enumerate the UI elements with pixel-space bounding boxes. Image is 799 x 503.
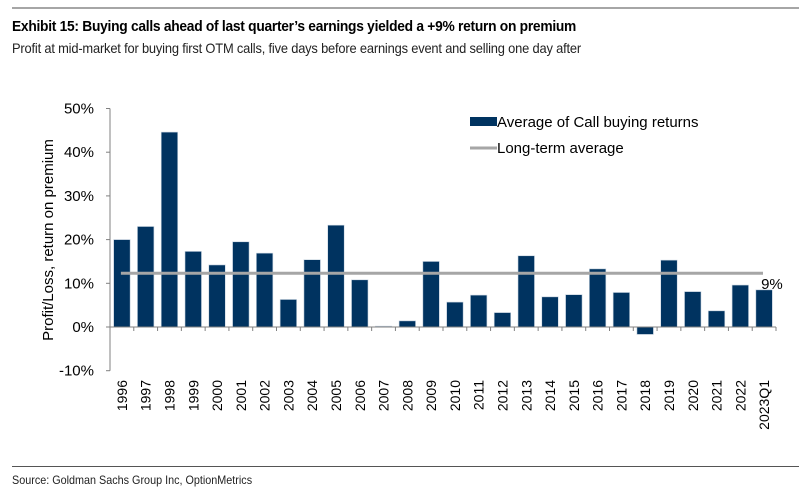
x-tick-label: 1999 xyxy=(185,380,201,411)
bar-2022 xyxy=(731,284,749,328)
bar-2005 xyxy=(327,224,345,328)
chart-title: Exhibit 15: Buying calls ahead of last q… xyxy=(12,18,577,35)
legend-swatch-bars xyxy=(470,117,497,126)
x-tick-label: 1996 xyxy=(114,380,130,411)
legend-label-average: Long-term average xyxy=(497,140,624,157)
y-tick-label: 10% xyxy=(64,275,94,292)
x-tick-label: 2011 xyxy=(471,380,487,410)
bar-2016 xyxy=(589,268,607,328)
bar-chart: -10%0%10%20%30%40%50% 9% 1996 1997 1998 199… xyxy=(40,101,783,430)
bar-2011 xyxy=(470,294,488,328)
x-tick-label: 2003 xyxy=(280,380,296,411)
x-tick-label: 2022 xyxy=(732,380,748,411)
chart-subtitle: Profit at mid-market for buying first OT… xyxy=(12,40,581,56)
y-tick-label: 40% xyxy=(64,144,94,161)
bar-2006 xyxy=(351,279,369,328)
bar-2021 xyxy=(707,310,726,328)
bar-2014 xyxy=(541,296,559,328)
bar-2013 xyxy=(517,255,535,328)
x-tick-label: 2013 xyxy=(518,380,534,411)
x-tick-label: 2014 xyxy=(542,380,558,411)
x-tick-label: 2009 xyxy=(423,380,439,411)
top-rule xyxy=(12,7,799,9)
y-tick-label: 0% xyxy=(72,319,94,336)
legend: Average of Call buying returns Long-term… xyxy=(470,114,699,157)
bar-2019 xyxy=(660,259,678,328)
y-axis-label: Profit/Loss, return on premium xyxy=(40,139,57,341)
x-tick-label: 2023Q1 xyxy=(756,380,772,430)
y-tick-label: 50% xyxy=(64,101,94,118)
x-tick-label: 2006 xyxy=(352,380,368,411)
x-tick-label: 2016 xyxy=(590,380,606,411)
bar-2002 xyxy=(256,252,274,328)
legend-label-bars: Average of Call buying returns xyxy=(497,114,699,131)
x-tick-label: 2012 xyxy=(494,380,510,411)
x-tick-label: 2017 xyxy=(613,380,629,411)
x-tick-label: 2010 xyxy=(447,380,463,411)
bar-2004 xyxy=(303,259,321,328)
long-term-average: 9% xyxy=(120,271,783,293)
y-tick-label: -10% xyxy=(59,363,94,380)
x-tick-label: 2005 xyxy=(328,380,344,411)
bar-2023Q1 xyxy=(755,289,773,328)
bars xyxy=(113,131,773,335)
x-tick-label: 2007 xyxy=(376,380,392,411)
x-tick-label: 2020 xyxy=(685,380,701,411)
bar-2003 xyxy=(279,299,297,328)
x-tick-label: 2019 xyxy=(661,380,677,411)
y-tick-label: 20% xyxy=(64,232,94,249)
bottom-rule xyxy=(12,466,799,467)
bar-2012 xyxy=(493,312,512,328)
x-tick-label: 2004 xyxy=(304,380,320,411)
x-tick-label: 2002 xyxy=(257,380,273,411)
y-axis: -10% 0% 10% 20% 30% 40% 50% xyxy=(59,101,111,380)
x-tick-label: 2021 xyxy=(709,380,725,411)
y-tick-label: 30% xyxy=(64,188,94,205)
bar-2009 xyxy=(422,261,440,328)
bar-1999 xyxy=(184,251,202,328)
source-note: Source: Goldman Sachs Group Inc, OptionM… xyxy=(12,473,253,487)
bar-2008 xyxy=(398,320,416,328)
x-tick-label: 2008 xyxy=(399,380,415,411)
x-tick-label: 2001 xyxy=(233,380,249,411)
x-tick-label: 2015 xyxy=(566,380,582,411)
annotation-label: 9% xyxy=(761,276,783,293)
bar-2001 xyxy=(232,241,250,328)
bar-2020 xyxy=(684,291,702,328)
x-axis: 1996 1997 1998 1999 2000 2001 2002 2003 2004 2005… xyxy=(106,326,777,430)
x-tick-label: 1998 xyxy=(161,380,177,411)
x-tick-label: 2018 xyxy=(637,380,653,411)
bar-1997 xyxy=(137,226,155,328)
bar-1998 xyxy=(160,131,179,328)
bar-2015 xyxy=(565,294,583,328)
x-tick-label: 1997 xyxy=(138,380,154,411)
bar-2017 xyxy=(612,292,630,328)
bar-1996 xyxy=(113,239,131,328)
x-tick-label: 2000 xyxy=(209,380,225,411)
bar-2010 xyxy=(446,301,464,328)
bar-2018 xyxy=(636,326,654,335)
